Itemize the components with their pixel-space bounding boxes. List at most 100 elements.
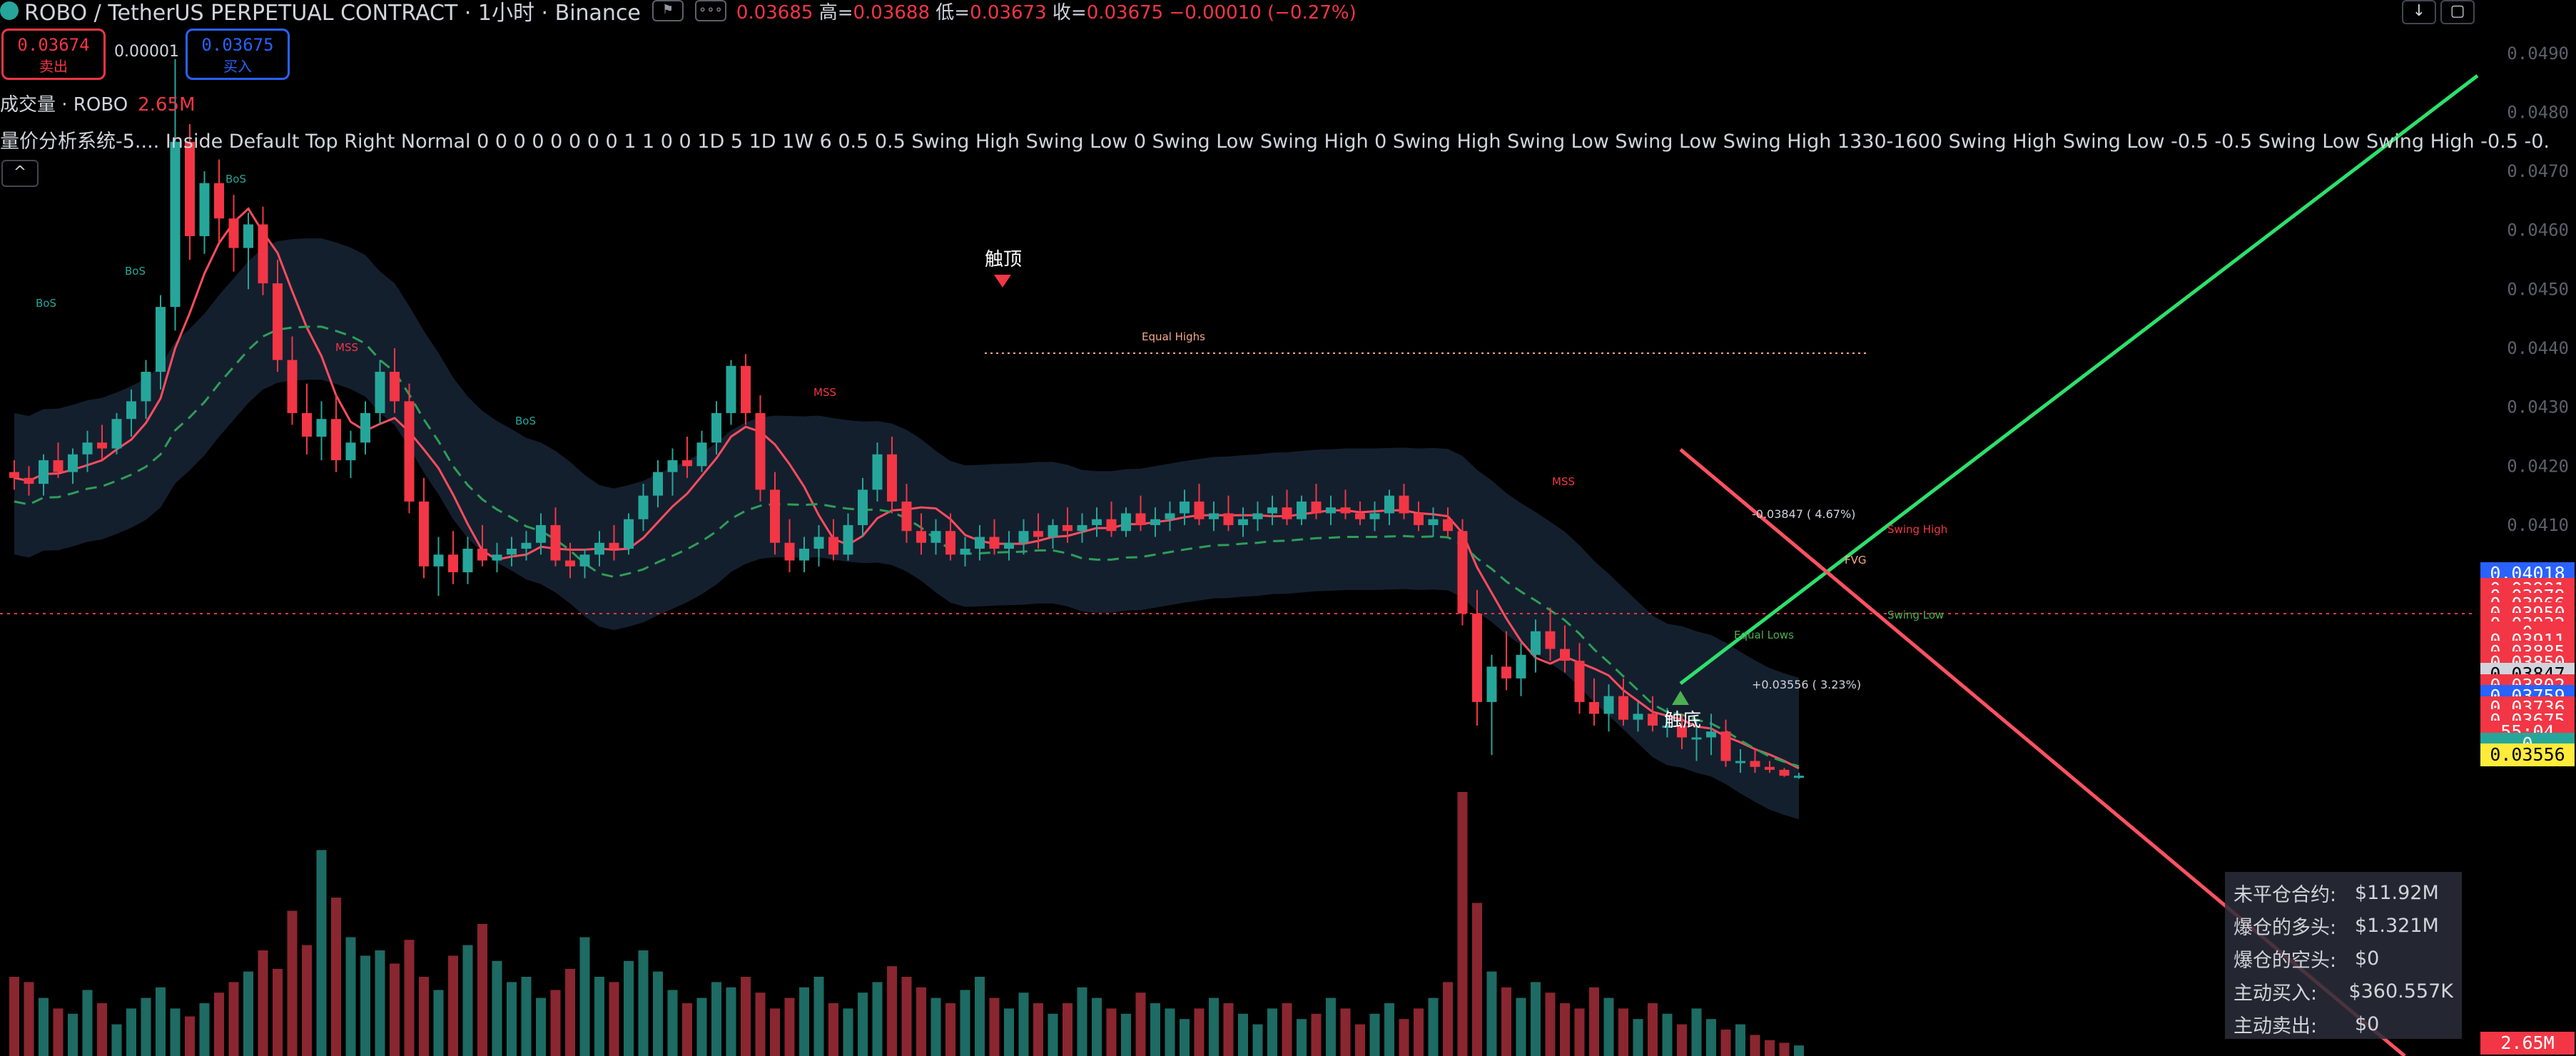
volume-bar — [462, 945, 473, 1056]
volume-legend[interactable]: 成交量 · ROBO 2.65M — [0, 90, 196, 116]
volume-bar — [375, 950, 385, 1056]
download-icon[interactable]: ↓ — [2402, 0, 2436, 24]
bos-label: BoS — [225, 173, 246, 186]
volume-bar — [1750, 1035, 1760, 1056]
volume-bar — [960, 990, 970, 1056]
candle-body — [843, 524, 853, 555]
volume-bar — [1033, 1003, 1043, 1056]
candle-body — [828, 537, 838, 555]
volume-bar — [1223, 1003, 1234, 1056]
candle-body — [1633, 714, 1643, 720]
candle-body — [375, 372, 385, 413]
candle-body — [1018, 531, 1029, 543]
volume-bar — [39, 997, 49, 1056]
volume-bar — [696, 997, 707, 1056]
candle-body — [1311, 501, 1322, 514]
symbol-title[interactable]: ROBO / TetherUS PERPETUAL CONTRACT · 1小时… — [24, 1, 641, 26]
candle-body — [1297, 501, 1307, 519]
candle-body — [111, 419, 122, 449]
volume-bar — [858, 992, 868, 1056]
candle-body — [1267, 507, 1277, 514]
candle-body — [1340, 507, 1351, 514]
flag-icon[interactable]: ⚑ — [651, 0, 684, 21]
candle-body — [1750, 761, 1760, 767]
volume-bar — [448, 955, 458, 1056]
sell-button[interactable]: 0.03674 卖出 — [1, 29, 106, 80]
volume-bar — [1516, 997, 1526, 1056]
volume-bar — [126, 1008, 136, 1056]
close-label: 收= — [1052, 1, 1087, 24]
volume-bar — [1603, 997, 1614, 1056]
info-row: 爆仓的多头: $1.321M — [2233, 914, 2439, 939]
liquidation-info-panel: 未平仓合约: $11.92M 爆仓的多头: $1.321M 爆仓的空头: $0 主动买… — [2225, 872, 2462, 1039]
candle-body — [536, 524, 546, 543]
candle-body — [258, 224, 268, 284]
collapse-icon[interactable]: ^ — [1, 160, 39, 187]
candle-body — [960, 549, 970, 555]
volume-bar — [975, 977, 985, 1056]
high-value: 0.03688 — [853, 1, 930, 24]
candle-body — [360, 412, 370, 443]
candle-body — [1472, 613, 1482, 702]
volume-bar — [1004, 1008, 1014, 1056]
y-tick-label: 0.0430 — [2507, 397, 2569, 417]
mss-label: MSS — [813, 386, 836, 399]
volume-bar — [477, 924, 487, 1056]
candle-body — [1180, 501, 1190, 514]
buy-button[interactable]: 0.03675 买入 — [186, 29, 290, 80]
candle-body — [1077, 524, 1087, 532]
volume-bar — [1106, 1008, 1117, 1056]
candle-body — [930, 531, 941, 543]
volume-bar — [755, 992, 766, 1056]
volume-bar — [1720, 1030, 1731, 1056]
volume-bar — [53, 1008, 64, 1056]
volume-bar — [1589, 987, 1599, 1056]
candle-body — [1589, 701, 1599, 714]
candle-body — [1765, 766, 1775, 770]
volume-bar — [594, 977, 604, 1056]
candle-body — [1223, 513, 1234, 525]
volume-bar — [1326, 997, 1336, 1056]
open-value: 0.03685 — [736, 1, 813, 24]
low-label: 低= — [935, 1, 970, 24]
candle-body — [302, 412, 312, 437]
candle-body — [521, 542, 532, 549]
bottom-marker — [1672, 691, 1689, 705]
candle-body — [1443, 519, 1453, 532]
volume-bar — [331, 898, 341, 1056]
volume-bar — [24, 982, 34, 1056]
info-row: 未平仓合约: $11.92M — [2233, 881, 2439, 906]
candle-body — [1048, 524, 1058, 537]
candle-body — [901, 501, 912, 532]
candle-body — [390, 372, 400, 402]
candle-body — [1121, 513, 1131, 532]
fvg-label: FVG — [1845, 554, 1867, 567]
candle-body — [185, 141, 195, 236]
candle-body — [594, 542, 604, 555]
y-tick-label: 0.0460 — [2507, 220, 2569, 240]
candle-body — [1720, 731, 1731, 761]
candle-body — [711, 412, 721, 443]
candle-body — [243, 224, 253, 248]
y-tick-label: 0.0480 — [2507, 102, 2569, 122]
candle-body — [1106, 519, 1117, 532]
volume-bar — [1355, 1024, 1365, 1056]
fullscreen-icon[interactable]: ▢ — [2440, 0, 2475, 24]
candle-body — [858, 489, 868, 525]
candle-body — [755, 412, 766, 490]
volume-bar — [1794, 1045, 1804, 1056]
candle-body — [156, 307, 166, 372]
candle-body — [813, 537, 824, 549]
candle-body — [1063, 524, 1073, 532]
info-row: 主动卖出: $0 — [2233, 1012, 2380, 1037]
candle-body — [1209, 513, 1219, 519]
candle-body — [1574, 661, 1585, 702]
candle-body — [872, 454, 883, 490]
indicator-legend[interactable]: 量价分析系统-5.... Inside Default Top Right No… — [0, 131, 2550, 153]
volume-bar — [1633, 1019, 1643, 1056]
equal-lows-label: Equal Lows — [1734, 629, 1794, 641]
more-dots-icon[interactable]: ∘∘∘ — [694, 0, 726, 21]
volume-bar — [989, 997, 1000, 1056]
sell-label: 卖出 — [39, 58, 68, 75]
